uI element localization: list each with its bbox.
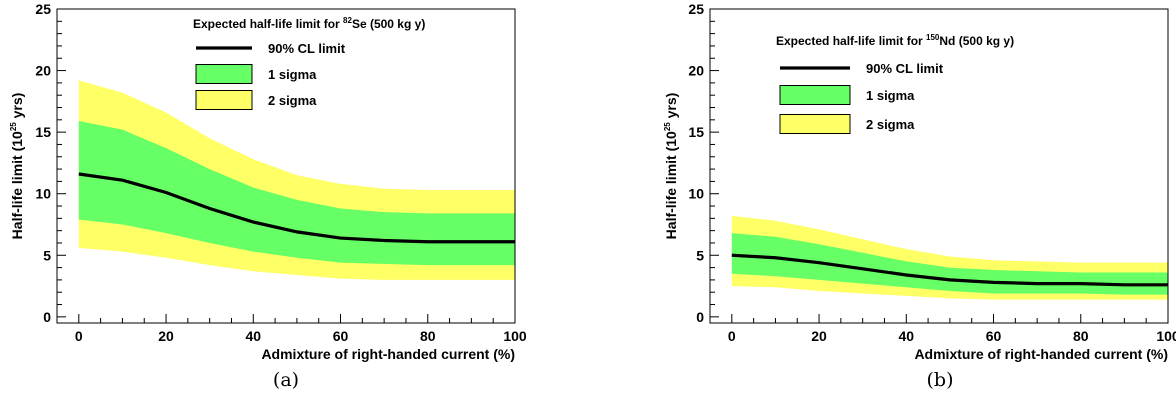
legend-label: 90% CL limit [866,61,944,76]
legend-label: 1 sigma [268,67,317,82]
y-tick-label: 0 [43,309,51,325]
x-tick-label: 0 [728,328,736,344]
y-tick-label: 5 [43,247,51,263]
y-tick-label: 15 [688,124,704,140]
legend-label: 2 sigma [866,117,915,132]
legend-swatch-box [196,65,252,84]
x-tick-label: 60 [986,328,1002,344]
legend-label: 2 sigma [268,93,317,108]
x-tick-label: 100 [1156,328,1176,344]
legend-title-text: Expected half-life limit for [193,17,343,31]
x-tick-label: 20 [811,328,827,344]
y-tick-label: 10 [688,186,704,202]
x-tick-label: 40 [245,328,261,344]
y-tick-label: 10 [35,186,51,202]
y-tick-label: 25 [35,1,51,17]
x-tick-label: 40 [898,328,914,344]
y-tick-label: 20 [35,63,51,79]
x-tick-label: 80 [420,328,436,344]
y-axis-label: Half-life limit (1025 yrs) [9,93,25,240]
chart-panel-b: 0 20 40 60 80 100 0 5 10 15 20 25 Admixture of right… [663,1,1176,362]
chart-panel-a: 0 20 40 60 80 100 0 5 10 15 20 25 Admixture of right… [9,1,527,362]
y-axis-label-main: Half-life limit (10 [9,131,25,239]
y-axis-label-main: Half-life limit (10 [663,131,679,239]
legend-label: 1 sigma [866,88,915,103]
x-tick-label: 100 [503,328,527,344]
figure-caption: (a) [273,369,299,391]
legend-swatch-box [196,91,252,110]
legend-swatch-box [780,86,850,105]
legend-title-text: Expected half-life limit for [776,34,926,48]
x-tick-label: 0 [75,328,83,344]
y-tick-label: 25 [688,1,704,17]
y-tick-label: 15 [35,124,51,140]
legend-title-isotope-mass: 150 [926,33,940,42]
x-tick-label: 80 [1073,328,1089,344]
legend-swatch-box [780,115,850,134]
x-axis-label: Admixture of right-handed current (%) [914,346,1168,362]
x-tick-label: 60 [333,328,349,344]
legend-title: Expected half-life limit for 82Se (500 k… [193,16,425,31]
y-tick-label: 20 [688,63,704,79]
legend-title-isotope: Se (500 kg y) [352,17,425,31]
y-axis-label-unit: yrs) [9,93,25,123]
x-tick-label: 20 [158,328,174,344]
legend-label: 90% CL limit [268,41,346,56]
y-tick-label: 5 [696,247,704,263]
y-axis-label: Half-life limit (1025 yrs) [663,93,679,240]
x-axis-label: Admixture of right-handed current (%) [261,346,515,362]
legend-title-isotope: Nd (500 kg y) [939,34,1014,48]
y-tick-label: 0 [696,309,704,325]
y-axis-label-unit: yrs) [663,93,679,123]
figure-caption: (b) [927,369,954,391]
legend-title: Expected half-life limit for 150Nd (500 … [776,33,1014,48]
